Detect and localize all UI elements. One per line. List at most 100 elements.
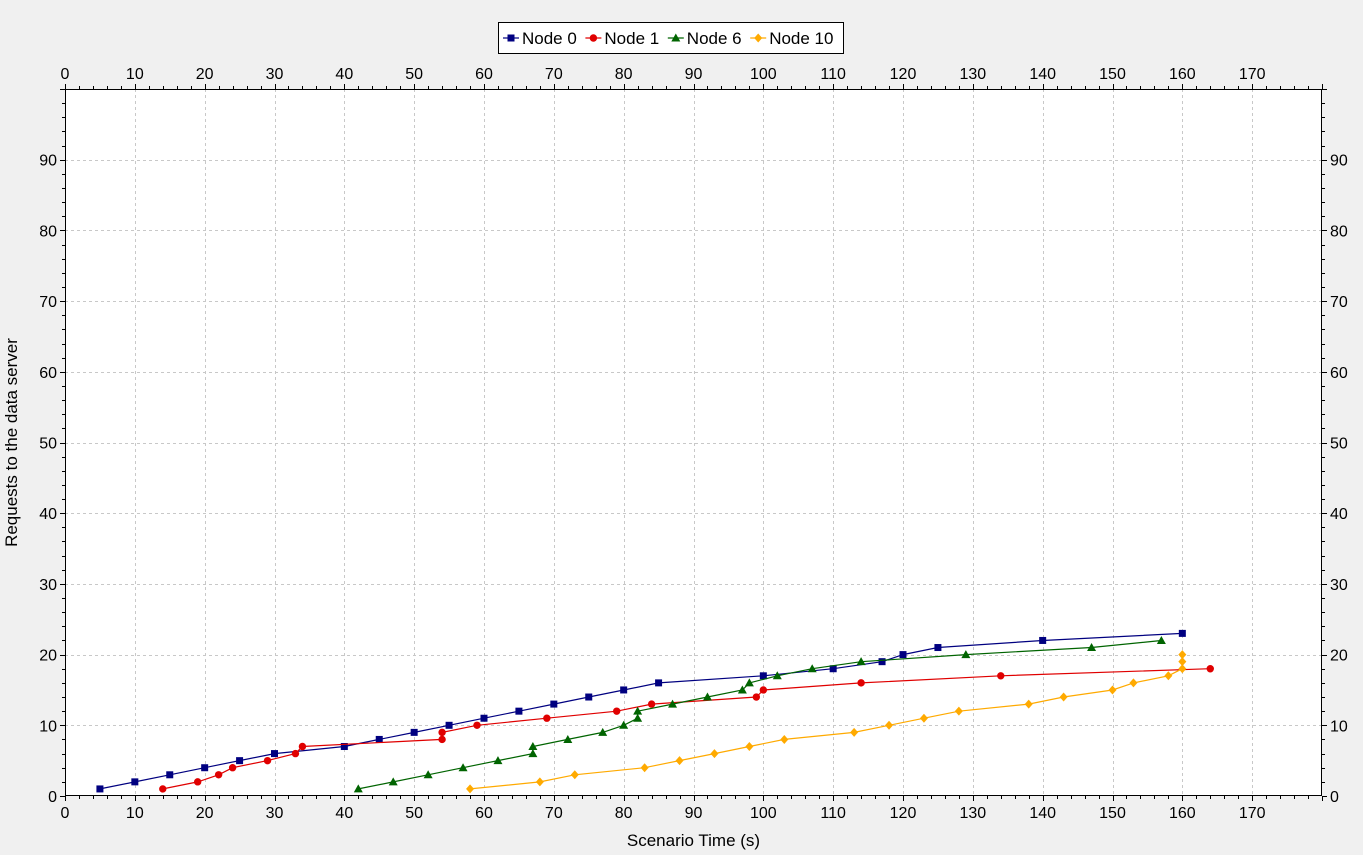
data-point-node-1 — [193, 778, 202, 786]
x-tick-label-bottom: 110 — [820, 805, 846, 822]
x-tick-label-top: 10 — [126, 66, 144, 83]
data-point-node-6 — [493, 756, 503, 765]
x-tick-label-top: 120 — [890, 66, 917, 83]
data-point-node-6 — [633, 706, 643, 715]
x-tick-label-bottom: 70 — [545, 805, 563, 822]
data-point-node-10 — [850, 727, 859, 737]
x-tick-label-top: 170 — [1239, 66, 1266, 83]
data-point-node-6 — [1087, 643, 1097, 652]
data-point-node-0 — [131, 778, 139, 786]
data-point-node-0 — [550, 700, 558, 708]
legend-label-node-0: Node 0 — [522, 29, 577, 48]
data-point-node-0 — [480, 714, 488, 722]
data-point-node-10 — [1178, 657, 1187, 667]
data-point-node-10 — [745, 742, 754, 752]
y-tick-label-right: 30 — [1330, 577, 1348, 594]
data-point-node-6 — [744, 678, 754, 687]
data-point-node-0 — [201, 764, 209, 772]
data-point-node-10 — [1164, 671, 1173, 681]
legend-marker-node-0 — [507, 34, 515, 42]
data-point-node-1 — [612, 707, 621, 715]
x-tick-label-top: 110 — [820, 66, 846, 83]
data-point-node-0 — [340, 743, 348, 751]
series-node-10 — [466, 650, 1187, 794]
legend-item-node-1[interactable]: Node 1 — [585, 29, 659, 48]
data-point-node-0 — [166, 771, 174, 779]
x-tick-label-top: 130 — [959, 66, 986, 83]
data-point-node-6 — [702, 692, 712, 701]
x-tick-label-bottom: 20 — [196, 805, 214, 822]
data-point-node-6 — [633, 713, 643, 722]
x-tick-label-bottom: 80 — [615, 805, 633, 822]
x-tick-label-top: 30 — [266, 66, 284, 83]
y-tick-label-right: 50 — [1330, 436, 1348, 453]
data-point-node-6 — [961, 650, 971, 659]
x-tick-label-top: 40 — [335, 66, 353, 83]
data-point-node-10 — [1129, 678, 1138, 688]
y-tick-label-right: 40 — [1330, 506, 1348, 523]
data-point-node-6 — [737, 685, 747, 694]
y-axis-label: Requests to the data server — [2, 338, 21, 547]
data-point-node-10 — [1178, 664, 1187, 674]
data-point-node-1 — [759, 686, 768, 694]
data-point-node-10 — [535, 777, 544, 787]
y-tick-label-left: 70 — [39, 294, 57, 311]
data-point-node-0 — [829, 665, 837, 673]
x-tick-label-bottom: 120 — [890, 805, 917, 822]
data-point-node-1 — [438, 728, 446, 737]
x-tick-label-bottom: 140 — [1029, 805, 1056, 822]
y-tick-label-left: 50 — [39, 436, 57, 453]
series-node-6 — [353, 635, 1166, 793]
data-point-node-1 — [647, 700, 656, 708]
data-point-node-0 — [1178, 629, 1186, 637]
data-point-node-10 — [885, 720, 894, 730]
data-point-node-0 — [96, 785, 104, 793]
y-tick-label-right: 80 — [1330, 223, 1348, 240]
data-point-node-6 — [619, 720, 629, 729]
data-point-node-6 — [528, 749, 538, 758]
data-point-node-6 — [563, 734, 573, 743]
y-tick-label-left: 10 — [39, 718, 57, 735]
y-tick-label-right: 10 — [1330, 718, 1348, 735]
x-tick-label-bottom: 30 — [266, 805, 284, 822]
legend-item-node-6[interactable]: Node 6 — [667, 29, 742, 48]
data-point-node-10 — [1059, 692, 1068, 702]
data-point-node-10 — [954, 706, 963, 716]
series-node-1 — [159, 665, 1214, 793]
x-tick-label-bottom: 130 — [959, 805, 986, 822]
data-point-node-6 — [807, 664, 817, 673]
y-tick-label-right: 90 — [1330, 153, 1348, 170]
x-tick-label-top: 80 — [615, 66, 633, 83]
data-point-node-10 — [1024, 699, 1033, 709]
plot-area — [65, 89, 1322, 796]
x-tick-label-bottom: 160 — [1169, 805, 1196, 822]
x-tick-label-top: 60 — [475, 66, 493, 83]
data-point-node-0 — [271, 750, 278, 758]
x-tick-label-top: 70 — [545, 66, 563, 83]
data-point-node-0 — [878, 658, 886, 666]
data-point-node-0 — [655, 679, 663, 687]
data-point-node-0 — [934, 644, 942, 652]
y-tick-label-right: 60 — [1330, 365, 1348, 382]
data-point-node-0 — [1039, 636, 1047, 644]
data-point-node-0 — [375, 735, 383, 743]
legend[interactable]: Node 0 Node 1 Node 6 Node 10 — [498, 22, 844, 54]
data-point-node-1 — [438, 735, 446, 744]
data-point-node-10 — [780, 734, 789, 744]
data-point-node-6 — [353, 784, 363, 793]
x-tick-label-top: 90 — [685, 66, 703, 83]
data-point-node-1 — [214, 771, 223, 779]
x-tick-label-top: 160 — [1169, 66, 1196, 83]
data-point-node-6 — [528, 742, 538, 751]
legend-item-node-0[interactable]: Node 0 — [503, 29, 577, 48]
data-point-node-0 — [759, 672, 767, 680]
x-tick-label-top: 50 — [405, 66, 423, 83]
data-point-node-1 — [159, 785, 167, 793]
x-tick-label-top: 20 — [196, 66, 214, 83]
y-tick-label-left: 40 — [39, 506, 57, 523]
x-tick-label-bottom: 50 — [405, 805, 423, 822]
legend-item-node-10[interactable]: Node 10 — [750, 29, 833, 48]
data-point-node-10 — [466, 784, 475, 794]
x-tick-label-bottom: 90 — [685, 805, 703, 822]
data-point-node-1 — [752, 693, 761, 701]
